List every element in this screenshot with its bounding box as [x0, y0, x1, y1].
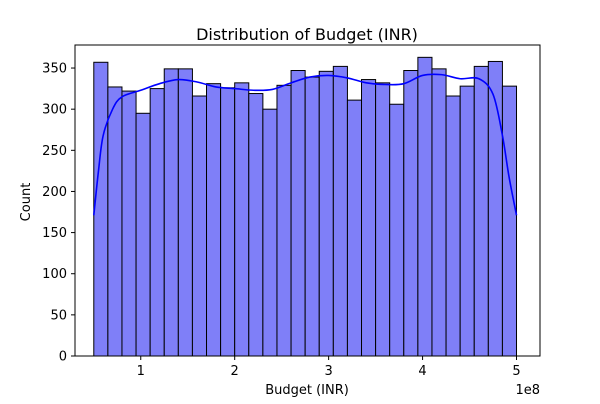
y-tick-label: 100 — [42, 267, 67, 282]
histogram-bar — [375, 82, 391, 357]
histogram-bar — [431, 68, 447, 357]
histogram-bar — [149, 88, 165, 357]
histogram-bar — [417, 56, 433, 357]
histogram-bar — [290, 70, 306, 357]
histogram-bar — [234, 82, 250, 357]
y-tick-label: 250 — [42, 144, 67, 159]
x-ticks-group: 1 2 3 4 5 — [137, 356, 521, 379]
y-tick-label: 300 — [42, 103, 67, 118]
x-tick-label: 1 — [137, 364, 145, 379]
y-axis-label: Count — [19, 183, 34, 222]
histogram-bar — [304, 76, 320, 357]
histogram-bar — [135, 112, 151, 357]
x-axis-offset-label: 1e8 — [515, 383, 540, 398]
histogram-bar — [276, 84, 292, 357]
histogram-bar — [445, 95, 461, 357]
histogram-bar — [163, 68, 179, 357]
histogram-bar — [177, 68, 193, 357]
histogram-bar — [501, 85, 518, 357]
histogram-bar — [473, 65, 489, 357]
histogram-bar — [459, 85, 475, 357]
y-tick-label: 150 — [42, 226, 67, 241]
plot-frame — [74, 44, 541, 357]
histogram-bar — [262, 108, 278, 357]
y-tick-label: 350 — [42, 62, 67, 77]
y-ticks-group: 0 50 100 150 200 250 300 350 — [42, 62, 75, 365]
x-tick-label: 2 — [231, 364, 239, 379]
y-tick-label: 50 — [50, 308, 67, 323]
histogram-bar — [346, 99, 363, 357]
histogram-bar — [121, 90, 137, 357]
y-tick-label: 200 — [42, 185, 67, 200]
histogram-bar — [191, 95, 208, 357]
x-tick-label: 5 — [512, 364, 520, 379]
y-tick-label: 0 — [59, 350, 67, 365]
histogram-bar — [107, 86, 123, 357]
histogram-bar — [220, 87, 236, 357]
histogram-bar — [318, 70, 334, 357]
x-tick-label: 3 — [324, 364, 332, 379]
histogram-bar — [206, 83, 222, 357]
histogram-bar — [389, 103, 405, 357]
kde-group — [92, 73, 518, 216]
histogram-bar — [248, 93, 264, 357]
x-tick-label: 4 — [418, 364, 426, 379]
bars-group — [93, 56, 518, 357]
kde-line — [92, 73, 518, 216]
histogram-bar — [361, 79, 377, 357]
x-axis-label: Budget (INR) — [265, 383, 349, 398]
histogram-bar — [332, 65, 348, 357]
histogram-bar — [487, 60, 503, 357]
axes-group — [74, 44, 541, 357]
chart-title: Distribution of Budget (INR) — [196, 25, 418, 44]
histogram-bar — [403, 70, 419, 357]
histogram-bar — [93, 61, 109, 357]
